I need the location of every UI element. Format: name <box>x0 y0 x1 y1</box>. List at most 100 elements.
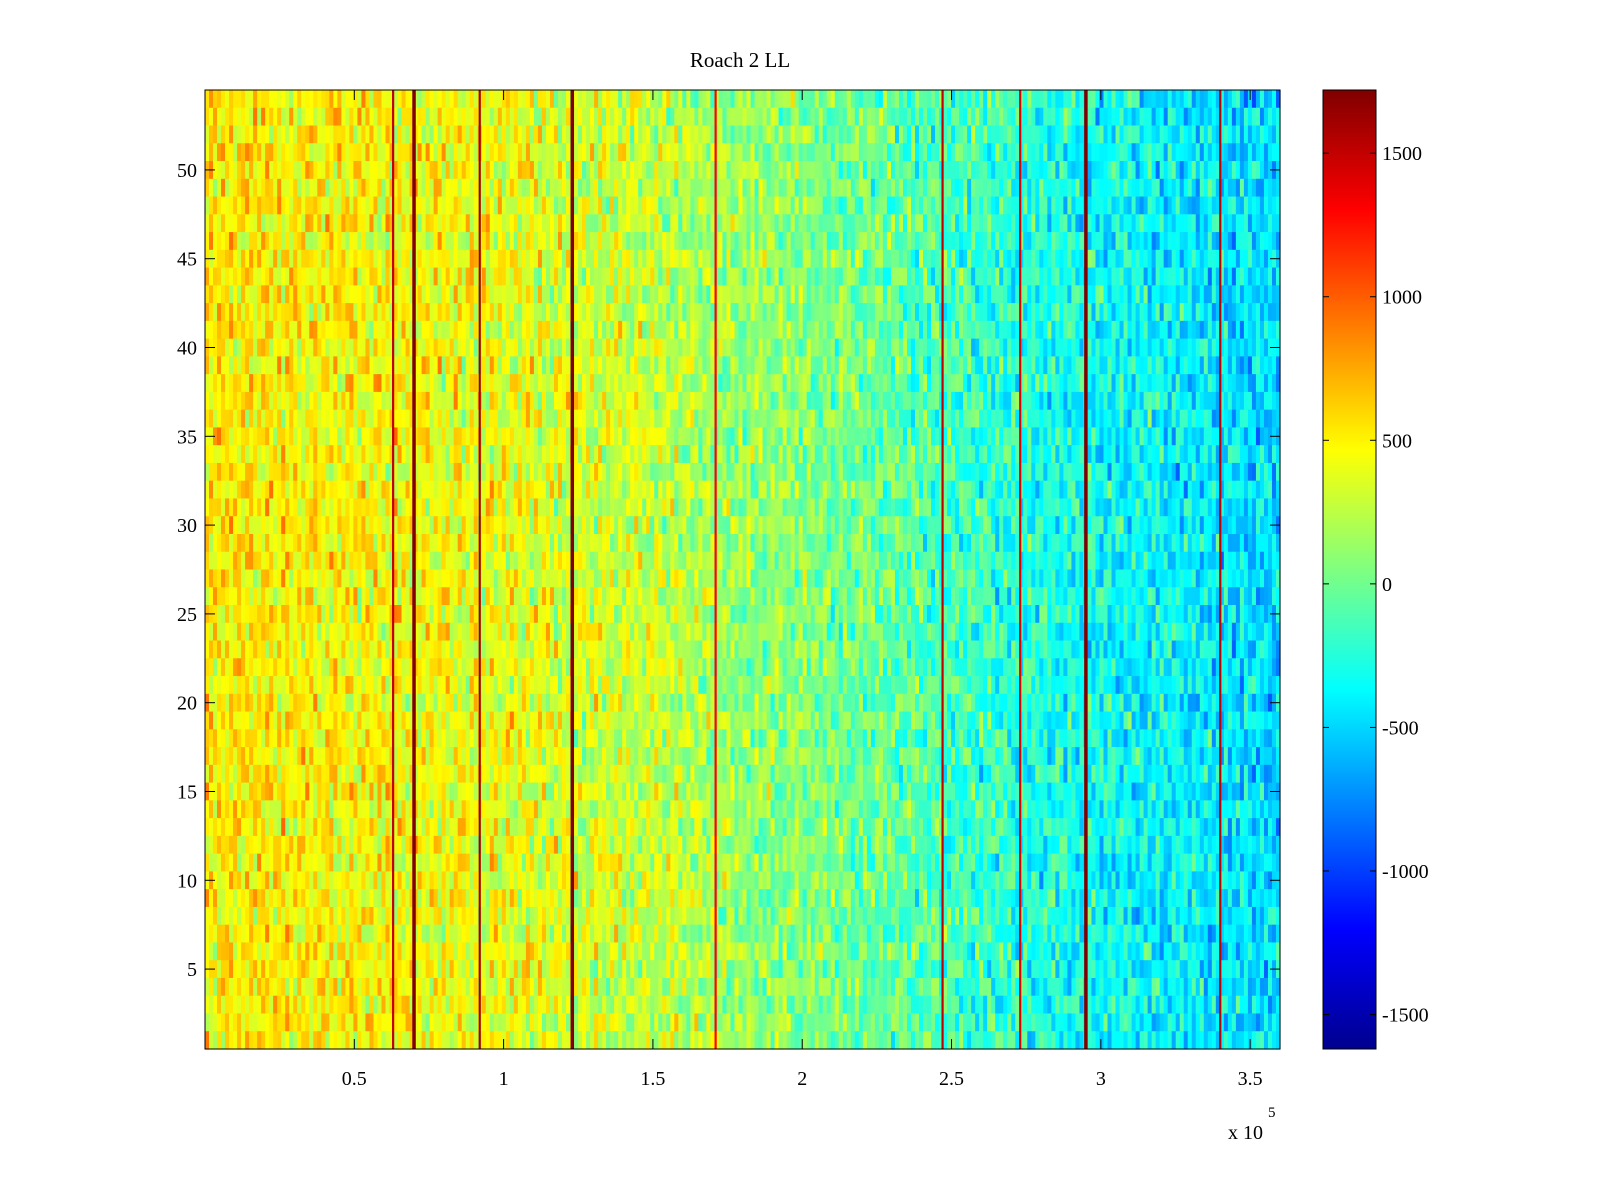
heatmap-cell <box>1151 320 1157 340</box>
heatmap-cell <box>1119 196 1125 215</box>
heatmap-cell <box>730 125 736 144</box>
heatmap-cell <box>1127 303 1133 322</box>
heatmap-cell <box>947 143 952 162</box>
heatmap-cell <box>694 232 699 251</box>
heatmap-cell <box>353 178 359 198</box>
heatmap-cell <box>337 214 342 233</box>
heatmap-cell <box>413 338 419 357</box>
heatmap-cell <box>529 267 535 286</box>
heatmap-cell <box>770 161 776 180</box>
heatmap-cell <box>409 161 415 180</box>
heatmap-cell <box>1119 107 1125 127</box>
heatmap-cell <box>690 374 695 393</box>
heatmap-cell <box>702 267 707 286</box>
heatmap-cell <box>1011 320 1016 340</box>
heatmap-cell <box>525 285 531 304</box>
heatmap-cell <box>814 161 820 180</box>
heatmap-cell <box>582 356 587 375</box>
heatmap-cell <box>726 196 732 215</box>
heatmap-cell <box>935 196 940 215</box>
heatmap-cell <box>622 356 627 375</box>
heatmap-cell <box>678 143 683 162</box>
heatmap-cell <box>1251 161 1257 180</box>
heatmap-cell <box>229 161 234 180</box>
heatmap-cell <box>1227 249 1233 269</box>
heatmap-cell <box>830 374 836 393</box>
heatmap-cell <box>590 161 595 180</box>
heatmap-cell <box>959 303 964 322</box>
heatmap-cell <box>754 107 760 127</box>
heatmap-cell <box>726 267 732 286</box>
heatmap-cell <box>862 249 868 269</box>
heatmap-cell <box>774 356 780 375</box>
heatmap-cell <box>718 125 724 144</box>
heatmap-cell <box>309 409 314 429</box>
heatmap-cell <box>562 232 567 251</box>
chart-title: Roach 2 LL <box>690 48 790 72</box>
heatmap-cell <box>943 90 948 109</box>
heatmap-cell <box>1203 196 1209 215</box>
heatmap-cell <box>939 285 944 304</box>
heatmap-cell <box>734 320 740 340</box>
heatmap-cell <box>1131 178 1137 198</box>
heatmap-cell <box>939 303 944 322</box>
heatmap-cell <box>209 178 214 198</box>
heatmap-cell <box>405 161 411 180</box>
heatmap-cell <box>1135 267 1141 286</box>
heatmap-cell <box>987 178 992 198</box>
heatmap-cell <box>497 409 503 429</box>
heatmap-cell <box>1179 356 1185 375</box>
heatmap-cell <box>666 356 671 375</box>
heatmap-cell <box>397 320 403 340</box>
heatmap-cell <box>574 214 579 233</box>
heatmap-cell <box>1255 320 1261 340</box>
heatmap-cell <box>562 303 567 322</box>
heatmap-cell <box>417 232 423 251</box>
heatmap-cell <box>971 303 976 322</box>
heatmap-cell <box>834 320 840 340</box>
heatmap-cell <box>927 143 932 162</box>
heatmap-cell <box>1275 143 1281 162</box>
heatmap-cell <box>923 285 928 304</box>
heatmap-cell <box>1011 143 1016 162</box>
heatmap-cell <box>1263 107 1269 127</box>
heatmap-cell <box>329 356 334 375</box>
heatmap-cell <box>461 391 467 411</box>
heatmap-cell <box>602 374 607 393</box>
heatmap-cell <box>758 320 764 340</box>
heatmap-cell <box>361 356 367 375</box>
heatmap-cell <box>1275 267 1281 286</box>
heatmap-cell <box>285 320 290 340</box>
heatmap-cell <box>373 107 379 127</box>
heatmap-cell <box>846 303 852 322</box>
heatmap-cell <box>1227 285 1233 304</box>
heatmap-cell <box>1107 267 1113 286</box>
heatmap-cell <box>918 232 924 251</box>
heatmap-cell <box>650 409 655 429</box>
heatmap-cell <box>225 267 230 286</box>
heatmap-cell <box>269 267 274 286</box>
heatmap-cell <box>493 178 499 198</box>
heatmap-cell <box>357 267 363 286</box>
heatmap-cell <box>935 267 940 286</box>
heatmap-cell <box>738 161 744 180</box>
heatmap-cell <box>1255 267 1261 286</box>
heatmap-cell <box>493 107 499 127</box>
heatmap-cell <box>1251 356 1257 375</box>
heatmap-cell <box>529 107 535 127</box>
heatmap-cell <box>433 338 439 357</box>
heatmap-cell <box>1155 285 1161 304</box>
heatmap-cell <box>1183 143 1189 162</box>
heatmap-cell <box>357 409 363 429</box>
heatmap-cell <box>1203 214 1209 233</box>
heatmap-cell <box>1151 267 1157 286</box>
heatmap-cell <box>1275 374 1281 393</box>
heatmap-cell <box>882 232 888 251</box>
heatmap-cell <box>975 125 980 144</box>
heatmap-cell <box>838 196 844 215</box>
heatmap-cell <box>553 107 559 127</box>
heatmap-cell <box>790 161 796 180</box>
heatmap-cell <box>1107 249 1113 269</box>
heatmap-cell <box>862 356 868 375</box>
heatmap-cell <box>770 125 776 144</box>
